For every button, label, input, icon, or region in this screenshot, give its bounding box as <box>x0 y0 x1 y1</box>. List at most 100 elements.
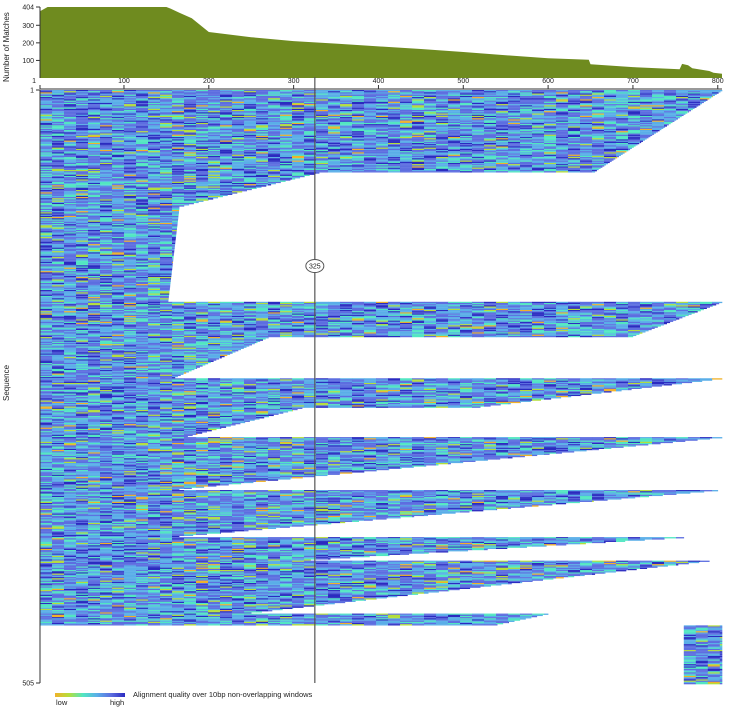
heatmap-cell <box>100 139 113 141</box>
heatmap-cell <box>148 219 161 221</box>
heatmap-cell <box>604 107 617 109</box>
heatmap-cell <box>268 130 281 132</box>
heatmap-cell <box>292 147 305 149</box>
heatmap-cell <box>76 217 89 219</box>
heatmap-cell <box>172 94 185 97</box>
heatmap-cell <box>52 215 65 218</box>
heatmap-cell <box>76 158 89 160</box>
heatmap-cell <box>100 279 113 281</box>
heatmap-cell <box>412 94 425 97</box>
heatmap-cell <box>280 92 293 94</box>
heatmap-cell <box>64 271 77 273</box>
heatmap-cell <box>268 93 281 95</box>
heatmap-cell <box>136 137 149 139</box>
heatmap-cell <box>172 100 185 102</box>
heatmap-cell <box>136 274 149 277</box>
heatmap-cell <box>88 244 101 246</box>
heatmap-cell <box>256 139 269 141</box>
heatmap-cell <box>88 280 101 282</box>
heatmap-cell <box>172 211 179 213</box>
heatmap-cell <box>172 226 178 228</box>
heatmap-cell <box>160 137 173 139</box>
heatmap-cell <box>64 168 77 171</box>
heatmap-cell <box>520 140 533 142</box>
heatmap-cell <box>136 192 149 194</box>
heatmap-cell <box>232 91 245 93</box>
heatmap-cell <box>532 112 545 114</box>
heatmap-cell <box>100 90 113 92</box>
heatmap-cell <box>388 128 401 131</box>
heatmap-cell <box>148 268 161 271</box>
heatmap-cell <box>208 106 221 108</box>
heatmap-cell <box>256 108 269 111</box>
heatmap-cell <box>184 180 197 182</box>
heatmap-cell <box>568 146 581 148</box>
heatmap-cell <box>556 97 569 99</box>
heatmap-cell <box>160 208 173 211</box>
heatmap-cell <box>496 147 509 149</box>
heatmap-cell <box>64 106 77 108</box>
heatmap-cell <box>112 106 125 108</box>
heatmap-cell <box>568 120 581 122</box>
heatmap-cell <box>52 198 65 200</box>
heatmap-cell <box>100 150 113 152</box>
heatmap-cell <box>280 127 293 129</box>
heatmap-cell <box>592 159 605 161</box>
heatmap-cell <box>280 162 293 165</box>
heatmap-cell <box>604 138 617 140</box>
heatmap-cell <box>316 114 329 117</box>
heatmap-cell <box>232 102 245 105</box>
heatmap-cell <box>172 173 185 175</box>
heatmap-cell <box>64 144 77 146</box>
heatmap-cell <box>676 100 689 102</box>
heatmap-cell <box>64 155 77 158</box>
heatmap-cell <box>604 106 617 108</box>
heatmap-cell <box>232 184 245 186</box>
heatmap-cell <box>208 126 221 128</box>
heatmap-cell <box>124 191 137 193</box>
heatmap-cell <box>532 121 545 124</box>
heatmap-cell <box>196 92 209 94</box>
heatmap-cell <box>364 150 377 152</box>
heatmap-cell <box>460 168 473 171</box>
heatmap-cell <box>52 142 65 145</box>
heatmap-cell <box>496 170 509 172</box>
heatmap-cell <box>160 237 173 239</box>
heatmap-cell <box>544 94 557 97</box>
heatmap-cell <box>112 199 125 201</box>
heatmap-cell <box>76 245 89 247</box>
heatmap-cell <box>340 106 353 108</box>
heatmap-cell <box>364 139 377 141</box>
heatmap-cell <box>52 221 65 224</box>
heatmap-cell <box>484 130 497 132</box>
heatmap-cell <box>148 121 161 124</box>
heatmap-cell <box>52 258 65 260</box>
heatmap-cell <box>124 253 137 255</box>
heatmap-cell <box>88 104 101 106</box>
heatmap-cell <box>40 205 53 207</box>
heatmap-cell <box>616 141 629 144</box>
heatmap-cell <box>352 117 365 119</box>
heatmap-cell <box>76 110 89 112</box>
heatmap-cell <box>148 93 161 95</box>
heatmap-cell <box>712 90 723 92</box>
heatmap-cell <box>256 155 269 158</box>
heatmap-cell <box>64 219 77 221</box>
heatmap-cell <box>484 114 497 117</box>
heatmap-cell <box>364 124 377 126</box>
heatmap-cell <box>652 121 665 124</box>
heatmap-cell <box>304 114 317 117</box>
heatmap-cell <box>580 126 593 128</box>
heatmap-cell <box>172 158 185 160</box>
heatmap-cell <box>40 155 53 158</box>
heatmap-cell <box>100 248 113 251</box>
heatmap-cell <box>328 162 341 165</box>
matches-y-tick-label: 100 <box>22 58 34 65</box>
heatmap-cell <box>124 107 137 109</box>
heatmap-cell <box>148 258 161 260</box>
heatmap-cell <box>112 132 125 134</box>
heatmap-cell <box>424 104 437 106</box>
heatmap-cell <box>88 261 101 264</box>
heatmap-cell <box>604 90 617 92</box>
heatmap-cell <box>244 113 257 115</box>
